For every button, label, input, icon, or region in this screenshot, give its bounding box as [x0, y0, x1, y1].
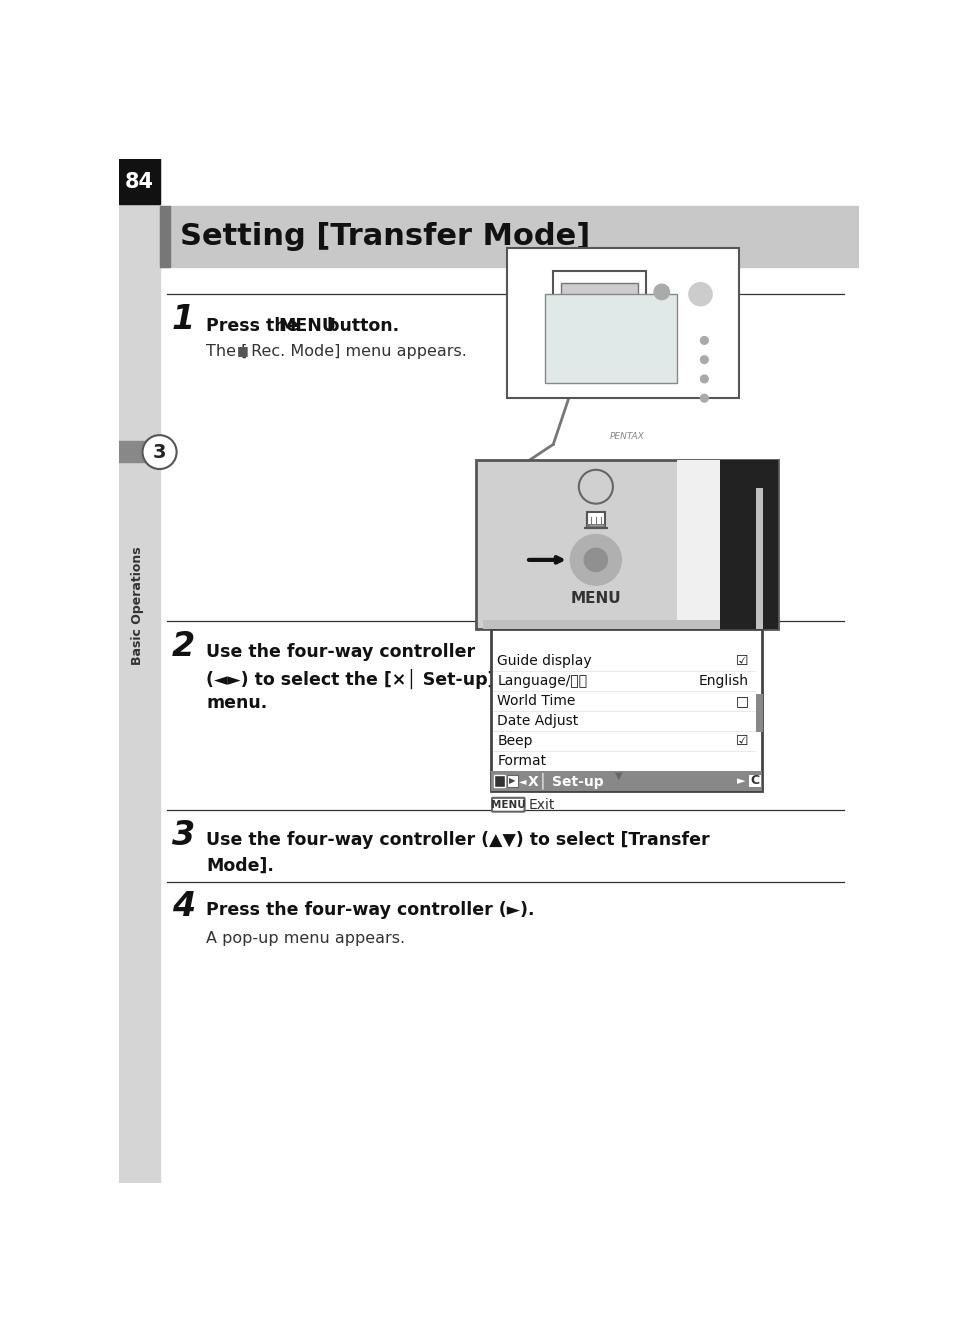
Text: Guide display: Guide display: [497, 654, 592, 667]
Text: ▶: ▶: [508, 776, 515, 785]
Bar: [506, 249, 739, 399]
Text: Use the four-way controller: Use the four-way controller: [206, 643, 475, 661]
Text: A pop-up menu appears.: A pop-up menu appears.: [206, 932, 405, 946]
Text: □: □: [735, 694, 748, 708]
Bar: [748, 775, 760, 787]
Text: menu.: menu.: [206, 694, 267, 712]
Text: ▼: ▼: [615, 771, 622, 781]
Text: Beep: Beep: [497, 734, 533, 748]
Bar: [159, 206, 858, 267]
Text: Format: Format: [497, 754, 546, 768]
Text: World Time: World Time: [497, 694, 576, 708]
Text: 84: 84: [125, 171, 153, 191]
Bar: [677, 460, 720, 629]
Text: ◄: ◄: [518, 776, 526, 785]
Text: button.: button.: [320, 318, 398, 335]
Text: Rec. Mode] menu appears.: Rec. Mode] menu appears.: [246, 344, 467, 359]
Text: 4: 4: [172, 890, 195, 924]
Text: Setting [Transfer Mode]: Setting [Transfer Mode]: [179, 222, 589, 251]
Circle shape: [571, 536, 620, 585]
Bar: [491, 771, 761, 791]
Bar: [494, 775, 505, 787]
Text: Basic Operations: Basic Operations: [132, 546, 144, 666]
Text: MENU: MENU: [278, 318, 335, 335]
Bar: [586, 512, 604, 528]
Bar: [560, 283, 638, 310]
Bar: [483, 619, 720, 629]
Text: (◄►) to select the [×│ Set-up]: (◄►) to select the [×│ Set-up]: [206, 668, 495, 688]
Text: ☑: ☑: [736, 654, 748, 667]
Bar: [494, 775, 505, 787]
Text: 1: 1: [172, 303, 195, 336]
Bar: [119, 159, 159, 1183]
Bar: [720, 460, 778, 629]
Circle shape: [688, 283, 711, 306]
Bar: [159, 206, 171, 267]
Text: Exit: Exit: [528, 797, 555, 812]
Text: MENU: MENU: [491, 800, 525, 809]
Bar: [476, 460, 778, 629]
Bar: [119, 159, 159, 205]
Circle shape: [583, 549, 607, 571]
Text: MENU: MENU: [570, 591, 620, 606]
Text: The [: The [: [206, 344, 247, 359]
Text: Press the four-way controller (►).: Press the four-way controller (►).: [206, 901, 534, 918]
Text: Press the: Press the: [206, 318, 304, 335]
Circle shape: [654, 284, 669, 299]
Circle shape: [142, 435, 176, 469]
Bar: [491, 629, 761, 791]
Bar: [756, 488, 761, 629]
Bar: [553, 271, 645, 310]
Text: 3: 3: [152, 443, 166, 461]
Text: X│ Set-up: X│ Set-up: [528, 772, 603, 789]
Text: English: English: [698, 674, 748, 688]
Text: C: C: [749, 775, 759, 787]
Text: 2: 2: [172, 630, 195, 663]
Text: ■: ■: [236, 344, 249, 358]
Text: ►: ►: [736, 776, 744, 785]
Bar: [119, 440, 159, 462]
Text: ☑: ☑: [736, 734, 748, 748]
Circle shape: [700, 336, 707, 344]
Text: PENTAX: PENTAX: [609, 432, 643, 441]
Bar: [506, 775, 517, 787]
Circle shape: [700, 356, 707, 364]
Text: 3: 3: [172, 819, 195, 852]
Bar: [545, 294, 677, 383]
Circle shape: [700, 375, 707, 383]
FancyBboxPatch shape: [492, 797, 524, 812]
Bar: [586, 524, 604, 528]
Text: Mode].: Mode].: [206, 856, 274, 874]
Text: Date Adjust: Date Adjust: [497, 714, 578, 728]
Text: Language/言語: Language/言語: [497, 674, 587, 688]
Bar: [756, 694, 761, 732]
Text: Use the four-way controller (▲▼) to select [Transfer: Use the four-way controller (▲▼) to sele…: [206, 831, 709, 849]
Circle shape: [700, 395, 707, 403]
